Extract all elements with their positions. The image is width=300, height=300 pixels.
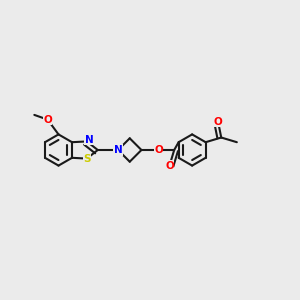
Text: O: O	[214, 117, 223, 127]
Text: O: O	[165, 160, 174, 171]
Text: S: S	[83, 154, 91, 164]
Text: N: N	[114, 145, 122, 155]
Text: O: O	[154, 145, 163, 155]
Text: O: O	[43, 115, 52, 124]
Text: N: N	[85, 135, 94, 145]
